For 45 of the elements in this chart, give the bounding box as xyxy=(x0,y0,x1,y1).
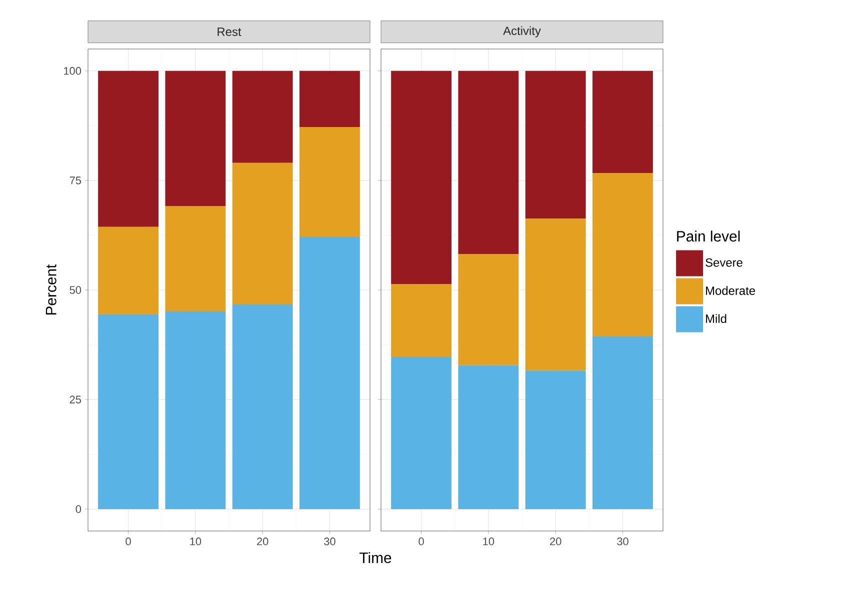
x-tick-label: 0 xyxy=(126,538,131,546)
x-tick-label: 0 xyxy=(418,538,424,546)
bar xyxy=(165,206,226,312)
x-tick-label: 10 xyxy=(190,538,202,546)
x-tick-label: 10 xyxy=(483,538,494,546)
bar xyxy=(458,254,519,366)
x-tick-label: 20 xyxy=(257,538,268,546)
bar xyxy=(232,70,293,163)
bar xyxy=(165,70,226,206)
legend-title: Pain level xyxy=(677,230,740,242)
bar xyxy=(98,314,158,510)
legend-label: Mild xyxy=(706,314,726,323)
bar xyxy=(592,336,653,510)
bar xyxy=(300,126,360,237)
bar xyxy=(592,70,653,173)
bar xyxy=(391,70,452,284)
bar xyxy=(525,370,586,510)
bar xyxy=(391,284,452,358)
bar xyxy=(300,70,360,127)
bar xyxy=(458,365,519,510)
y-tick-label: 75 xyxy=(70,176,82,184)
bar xyxy=(165,311,226,510)
x-axis-title: Time xyxy=(360,552,392,564)
y-tick-label: 100 xyxy=(64,67,82,75)
bar xyxy=(98,226,158,315)
bar xyxy=(300,236,360,510)
bar xyxy=(525,70,586,219)
bar xyxy=(232,304,293,510)
chart-title: Activity xyxy=(503,26,541,38)
x-tick-label: 30 xyxy=(617,538,628,546)
x-tick-label: 20 xyxy=(550,538,562,546)
bar xyxy=(458,70,519,254)
y-tick-label: 25 xyxy=(70,396,82,404)
bar xyxy=(232,162,293,304)
bar xyxy=(391,357,452,510)
y-tick-label: 0 xyxy=(76,505,82,513)
bar xyxy=(98,70,158,227)
legend-label: Moderate xyxy=(706,286,756,295)
y-tick-label: 50 xyxy=(70,286,82,294)
bar xyxy=(525,218,586,371)
y-axis-title: Percent xyxy=(46,264,56,315)
bar xyxy=(592,173,653,336)
chart-title: Rest xyxy=(218,28,242,36)
legend-label: Severe xyxy=(706,258,742,267)
x-tick-label: 30 xyxy=(324,538,336,546)
